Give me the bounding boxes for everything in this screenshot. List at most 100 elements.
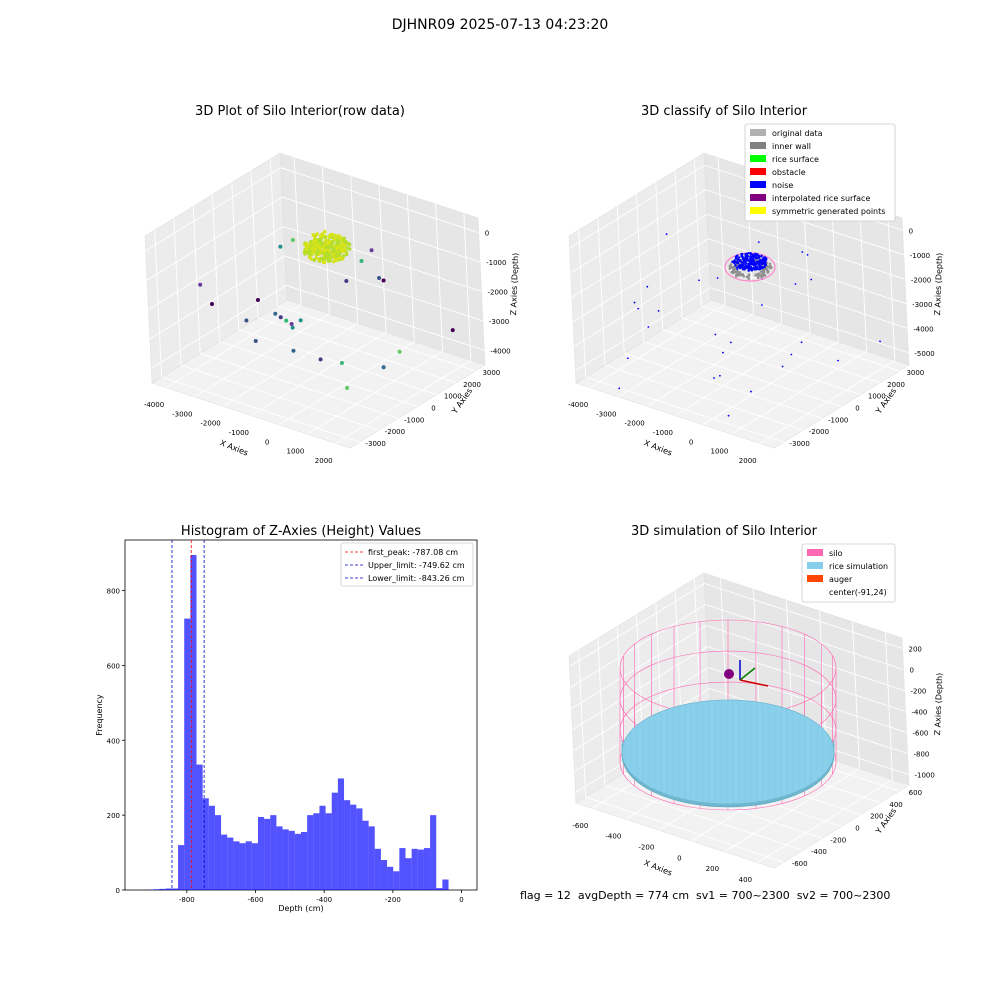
- p2-noise-point: [794, 283, 797, 285]
- p1-cluster-point: [347, 247, 352, 251]
- p1-zgrid: [146, 196, 283, 281]
- p2-noise-point: [633, 301, 636, 304]
- p4-zgrid: [572, 646, 708, 730]
- p2-zgrid: [570, 189, 706, 274]
- p1-cluster-point: [311, 251, 315, 255]
- p4-zgrid: [704, 583, 903, 649]
- p3-bar: [442, 879, 449, 890]
- p2-cluster-point: [735, 255, 738, 258]
- p1-ygrid: [219, 341, 418, 407]
- p2-noise-point: [722, 351, 724, 354]
- p1-scatter-point: [381, 365, 386, 370]
- p1-ztick-label: -3000: [489, 318, 509, 326]
- p1-cluster-point: [323, 254, 328, 258]
- p1-cluster-point: [309, 240, 313, 244]
- p2-cluster-point: [747, 259, 750, 262]
- p1-scatter-point: [450, 328, 455, 333]
- p2-legend-label: rice surface: [772, 155, 819, 164]
- p1-scatter-point: [209, 302, 214, 306]
- p2-ygrid: [578, 230, 587, 378]
- p2-noise-point: [790, 353, 793, 356]
- p3-bar: [184, 618, 191, 890]
- p1-cluster-point: [327, 252, 332, 257]
- panel1-title: 3D Plot of Silo Interior(row data): [195, 104, 405, 119]
- p2-cluster-point: [755, 267, 759, 270]
- p4-xtick-label: -200: [638, 844, 654, 852]
- p2-ytick-label: 1000: [868, 393, 886, 401]
- p1-ytick-label: -1000: [404, 416, 424, 424]
- p1-xtick-label: -1000: [229, 429, 249, 437]
- p4-ztick-label: -800: [914, 751, 930, 759]
- p2-cluster-point: [745, 253, 749, 256]
- p2-zgrid: [572, 238, 709, 323]
- p2-cluster-point: [734, 264, 737, 267]
- p2-cluster-point: [742, 258, 745, 261]
- p2-wall-point: [761, 273, 765, 277]
- p3-bar: [257, 817, 265, 890]
- p4-legend-swatch: [807, 575, 823, 582]
- p2-ytick-label: 3000: [906, 369, 924, 377]
- p2-cluster-point: [761, 266, 764, 270]
- panel3-title: Histogram of Z-Axies (Height) Values: [180, 524, 422, 539]
- p2-xgrid: [859, 204, 868, 352]
- p1-ztick-label: -2000: [488, 289, 508, 297]
- p3-xtick-label: -600: [248, 896, 264, 904]
- p3-legend-label: Lower_limit: -843.26 cm: [368, 574, 465, 583]
- p2-noise-point: [760, 304, 763, 306]
- p1-zgrid: [281, 196, 481, 263]
- p2-cluster-point: [758, 261, 761, 264]
- p2-ytick-label: -1000: [828, 416, 848, 424]
- p1-scatter-point: [289, 322, 294, 327]
- p1-cluster-point: [344, 252, 349, 257]
- p2-cluster-point: [740, 260, 743, 264]
- p2-noise-point: [781, 365, 784, 368]
- p2-cluster-point: [744, 255, 748, 259]
- p2-ytick-label: -3000: [789, 440, 809, 448]
- p2-cluster-point: [763, 265, 766, 269]
- p1-scatter-point: [284, 318, 289, 323]
- p2-xtick-label: -2000: [624, 420, 644, 428]
- p1-cluster-point: [311, 233, 315, 237]
- p4-axis-arrow: [739, 679, 769, 687]
- p1-zgrid: [148, 226, 284, 310]
- p2-wall-point: [731, 269, 735, 273]
- p1-cluster-point: [334, 254, 339, 259]
- p3-xtick-label: -800: [179, 896, 195, 904]
- p3-bar: [393, 871, 400, 890]
- p1-zgrid: [280, 167, 479, 234]
- p3-bar: [399, 848, 406, 890]
- p3-xaxis-label: Depth (cm): [278, 904, 323, 913]
- p3-bar: [190, 554, 197, 890]
- p4-legend: [801, 543, 896, 603]
- p1-ytick-label: -3000: [365, 440, 385, 448]
- p4-xtick-label: 0: [677, 854, 681, 862]
- p2-ygrid: [662, 329, 861, 396]
- p1-ztick-label: 0: [485, 230, 489, 238]
- p4-zgrid: [571, 625, 707, 709]
- p2-zgrid: [707, 238, 907, 305]
- p2-ygrid: [681, 317, 881, 384]
- p4-ygrid: [585, 796, 784, 863]
- panel4-title: 3D simulation of Silo Interior: [631, 524, 817, 539]
- p2-noise-point: [618, 387, 621, 390]
- p1-cluster-point: [332, 237, 336, 242]
- p3-legend-label: Upper_limit: -749.62 cm: [368, 561, 465, 570]
- p3-bar: [368, 826, 375, 890]
- p4-axis-arrow: [739, 667, 756, 681]
- p2-wall-point: [756, 274, 760, 278]
- p1-zgrid: [149, 255, 286, 340]
- p1-cluster-point: [324, 245, 329, 250]
- p4-ytick-label: 400: [889, 801, 902, 809]
- p2-legend-label: noise: [772, 181, 793, 190]
- p2-ygrid: [643, 341, 842, 407]
- p3-bar: [344, 800, 351, 890]
- p1-ytick-label: 1000: [444, 393, 462, 401]
- p2-noise-point: [727, 414, 730, 417]
- p3-bar: [233, 841, 240, 890]
- p3-bar: [374, 848, 381, 890]
- p2-cluster-point: [744, 262, 748, 265]
- p1-scatter-point: [344, 279, 349, 284]
- p4-legend-label: rice simulation: [829, 562, 888, 571]
- p3-bar: [325, 813, 332, 890]
- p2-legend-label: original data: [772, 129, 823, 138]
